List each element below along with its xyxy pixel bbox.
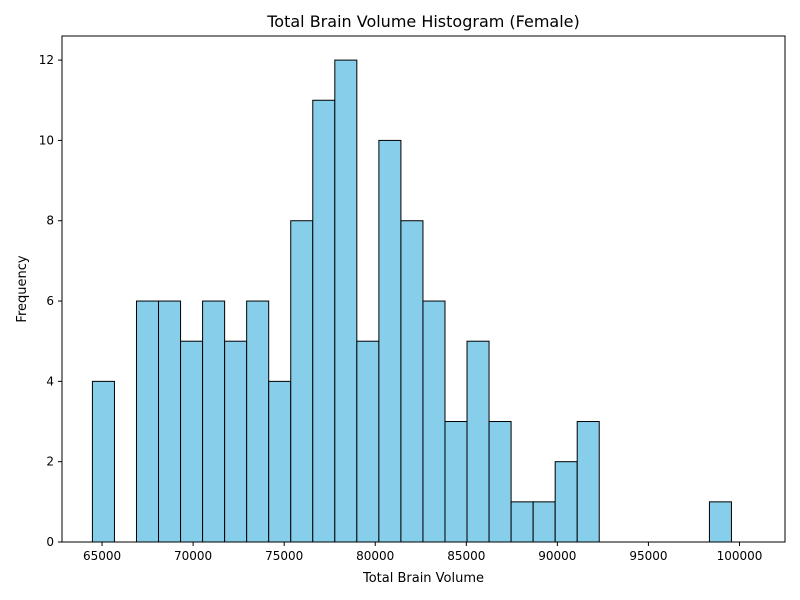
x-tick-label: 90000: [538, 549, 576, 563]
histogram-bar: [400, 220, 424, 543]
y-tick-label: 0: [46, 535, 54, 549]
x-tick-label: 75000: [265, 549, 303, 563]
y-tick-label: 6: [46, 294, 54, 308]
y-tick-label: 4: [46, 374, 54, 388]
histogram-bar: [422, 300, 446, 543]
y-axis-ticks: 0 2 4 6 8 10 12: [39, 53, 62, 549]
histogram-bar: [576, 421, 600, 543]
histogram-bar: [246, 300, 270, 543]
chart-title: Total Brain Volume Histogram (Female): [266, 12, 580, 31]
x-tick-label: 85000: [447, 549, 485, 563]
x-tick-label: 65000: [83, 549, 121, 563]
histogram-bar: [378, 139, 402, 543]
x-tick-label: 80000: [356, 549, 394, 563]
histogram-bar: [334, 59, 358, 543]
histogram-bar: [510, 501, 534, 543]
x-tick-label: 70000: [174, 549, 212, 563]
x-tick-label: 95000: [629, 549, 667, 563]
histogram-bar: [180, 340, 204, 543]
histogram-bar: [466, 340, 490, 543]
histogram-bar: [356, 340, 380, 543]
histogram-bar: [708, 501, 732, 543]
histogram-bar: [91, 380, 115, 543]
histogram-bar: [444, 421, 468, 543]
x-axis-ticks: 65000 70000 75000 80000 85000 90000 95000 10000…: [83, 542, 762, 563]
y-tick-label: 8: [46, 214, 54, 228]
bars-group: [91, 59, 732, 543]
x-axis-label: Total Brain Volume: [362, 571, 484, 586]
y-tick-label: 12: [39, 53, 54, 67]
histogram-bar: [202, 300, 226, 543]
y-tick-label: 2: [46, 455, 54, 469]
histogram-bar: [135, 300, 160, 543]
histogram-bar: [290, 220, 314, 543]
histogram-bar: [158, 300, 182, 543]
histogram-bar: [532, 501, 556, 543]
plot-frame: [61, 35, 786, 543]
histogram-bar: [268, 380, 292, 543]
y-tick-label: 10: [39, 133, 54, 147]
y-axis-label: Frequency: [15, 255, 30, 322]
histogram-bar: [554, 461, 578, 543]
x-tick-label: 100000: [717, 549, 763, 563]
histogram-bar: [488, 421, 512, 543]
histogram-bar: [224, 340, 248, 543]
histogram-bar: [312, 99, 336, 543]
